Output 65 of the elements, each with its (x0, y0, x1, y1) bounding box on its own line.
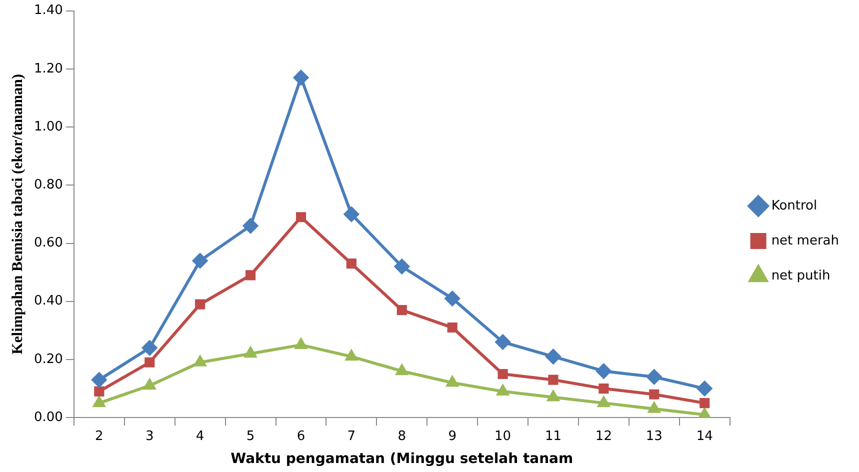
x-tick-label: 13 (646, 428, 662, 444)
point (495, 334, 510, 350)
y-axis-title: Kelimpahan Bemisia tabaci (ekor/tanaman) (10, 74, 26, 354)
x-tick-label: 10 (494, 428, 512, 444)
point (394, 259, 410, 274)
x-tick-label: 2 (95, 428, 104, 444)
point (698, 408, 710, 418)
y-tick-label: 1.40 (34, 3, 63, 18)
point (195, 299, 206, 310)
legend-label: net merah (771, 233, 840, 248)
legend-label: net putih (771, 268, 830, 284)
y-tick-label: 1.20 (34, 61, 63, 76)
point (447, 322, 458, 333)
point (446, 376, 458, 387)
point (144, 379, 156, 390)
x-tick-label: 12 (595, 428, 612, 444)
point (700, 398, 710, 408)
legend-label: Kontrol (771, 198, 818, 214)
point (245, 270, 256, 280)
point (396, 305, 407, 316)
point (94, 386, 104, 396)
x-tick-label: 7 (347, 428, 356, 444)
x-tick-label: 14 (696, 428, 713, 444)
point (598, 384, 609, 394)
x-tick-label: 3 (145, 428, 154, 444)
point (296, 212, 306, 222)
point (646, 369, 662, 384)
y-tick-label: 0.60 (34, 236, 63, 251)
point (596, 364, 612, 379)
x-tick-label: 9 (448, 428, 456, 444)
point (547, 390, 560, 402)
x-tick-label: 5 (246, 428, 255, 444)
point (697, 381, 712, 396)
point (396, 364, 408, 376)
point (548, 374, 558, 385)
x-tick-label: 8 (398, 428, 406, 444)
point (344, 206, 359, 222)
point (346, 258, 356, 269)
point (598, 396, 610, 408)
x-tick-label: 11 (544, 428, 562, 444)
point (444, 290, 460, 306)
point (496, 384, 509, 396)
point (243, 218, 258, 234)
point (295, 338, 307, 349)
point (244, 347, 256, 358)
point (144, 357, 155, 368)
x-tick-label: 6 (296, 428, 306, 444)
point (649, 389, 660, 400)
y-tick-label: 0.80 (34, 178, 63, 193)
point (498, 368, 508, 380)
point (142, 340, 158, 356)
y-tick-label: 1.00 (34, 119, 63, 134)
point (546, 349, 561, 364)
y-tick-label: 0.00 (34, 410, 63, 425)
point (93, 396, 105, 408)
point (648, 402, 660, 413)
x-tick-label: 4 (196, 428, 204, 444)
y-tick-label: 0.20 (34, 352, 63, 367)
x-axis-title: Waktu pengamatan (Minggu setelah tanam (230, 451, 574, 468)
y-tick-label: 0.40 (34, 294, 63, 309)
point (192, 253, 208, 268)
point (346, 350, 358, 361)
point (92, 372, 107, 388)
point (194, 356, 206, 366)
point (293, 70, 308, 86)
